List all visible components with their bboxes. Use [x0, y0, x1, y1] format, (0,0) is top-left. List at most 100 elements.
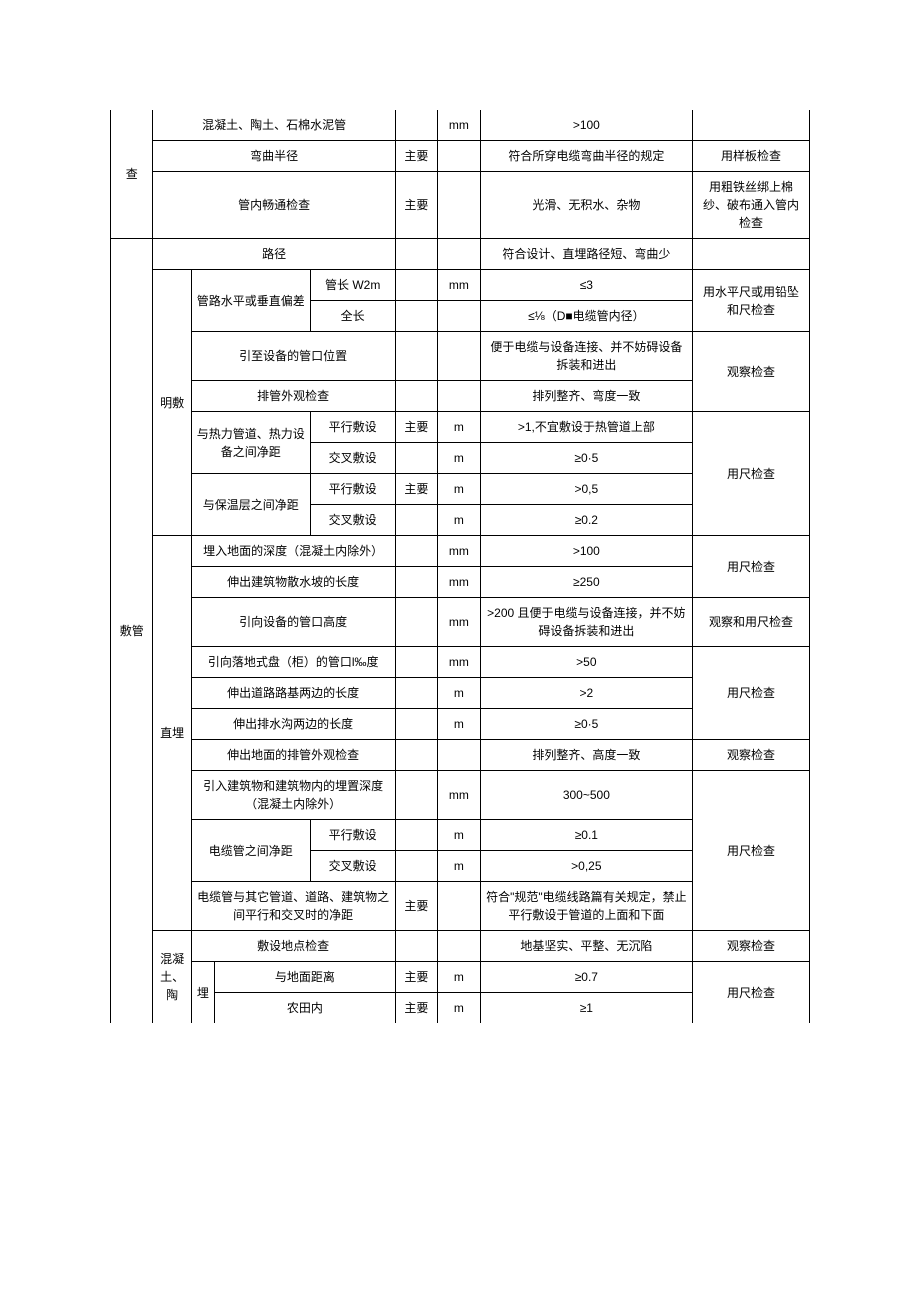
cell	[395, 678, 437, 709]
cell	[395, 110, 437, 141]
cell: 与保温层之间净距	[191, 474, 310, 536]
cell: 用尺检查	[693, 647, 810, 740]
cell	[395, 381, 437, 412]
cell	[395, 647, 437, 678]
cell: ≥0·5	[480, 443, 692, 474]
cell: 平行敷设	[310, 474, 395, 505]
cell: 平行敷设	[310, 820, 395, 851]
cell: >1,不宜敷设于热管道上部	[480, 412, 692, 443]
cell: 光滑、无积水、杂物	[480, 172, 692, 239]
cell: ≥1	[480, 993, 692, 1024]
cell	[395, 332, 437, 381]
cell: 埋入地面的深度（混凝土内除外）	[191, 536, 395, 567]
cell: 混凝土、陶土、石棉水泥管	[153, 110, 395, 141]
cell: >2	[480, 678, 692, 709]
cell: 农田内	[215, 993, 396, 1024]
cell: 全长	[310, 301, 395, 332]
cell: mm	[438, 270, 480, 301]
cell: m	[438, 474, 480, 505]
cell: mm	[438, 771, 480, 820]
cell	[395, 598, 437, 647]
cell: 引向落地式盘（柜）的管口l‰度	[191, 647, 395, 678]
cell	[438, 301, 480, 332]
cell: 埋	[191, 962, 214, 1024]
cell: m	[438, 505, 480, 536]
cell: 管路水平或垂直偏差	[191, 270, 310, 332]
cell	[395, 709, 437, 740]
cell: ≥0.1	[480, 820, 692, 851]
cell	[438, 931, 480, 962]
cell: 交叉敷设	[310, 443, 395, 474]
cell	[395, 740, 437, 771]
cell: ≥250	[480, 567, 692, 598]
cell: m	[438, 412, 480, 443]
cell: 排列整齐、弯度一致	[480, 381, 692, 412]
cell: >0,5	[480, 474, 692, 505]
cell: mm	[438, 567, 480, 598]
cell: 用样板检查	[693, 141, 810, 172]
cell: 符合设计、直埋路径短、弯曲少	[480, 239, 692, 270]
cell: 主要	[395, 412, 437, 443]
cell: >0,25	[480, 851, 692, 882]
cell	[395, 536, 437, 567]
cell: m	[438, 993, 480, 1024]
cell: 主要	[395, 474, 437, 505]
cell	[395, 301, 437, 332]
cell: 明敷	[153, 270, 191, 536]
cell: m	[438, 678, 480, 709]
cell: 路径	[153, 239, 395, 270]
cell: 管长 W2m	[310, 270, 395, 301]
cell: 主要	[395, 882, 437, 931]
cell: 主要	[395, 993, 437, 1024]
cell: ≤⅛（D■电缆管内径）	[480, 301, 692, 332]
cell: m	[438, 851, 480, 882]
cell	[438, 740, 480, 771]
cell: 交叉敷设	[310, 851, 395, 882]
cell: mm	[438, 110, 480, 141]
cell	[438, 141, 480, 172]
cell: 伸出地面的排管外观检查	[191, 740, 395, 771]
cell: >100	[480, 110, 692, 141]
cell: ≤3	[480, 270, 692, 301]
cell: 伸出排水沟两边的长度	[191, 709, 395, 740]
cell: 用尺检查	[693, 771, 810, 931]
cell: 用尺检查	[693, 536, 810, 598]
cell: 主要	[395, 141, 437, 172]
cell: 敷管	[111, 239, 153, 1024]
cell	[395, 851, 437, 882]
cell: 电缆管之间净距	[191, 820, 310, 882]
cell: 观察和用尺检查	[693, 598, 810, 647]
cell	[438, 239, 480, 270]
cell: 弯曲半径	[153, 141, 395, 172]
cell: 主要	[395, 172, 437, 239]
cell: m	[438, 709, 480, 740]
cell: 用粗铁丝绑上棉纱、破布通入管内检查	[693, 172, 810, 239]
cell	[693, 239, 810, 270]
cell: 平行敷设	[310, 412, 395, 443]
cell: 查	[111, 110, 153, 239]
cell: 管内畅通检查	[153, 172, 395, 239]
cell: 直埋	[153, 536, 191, 931]
cell: m	[438, 443, 480, 474]
cell: 300~500	[480, 771, 692, 820]
cell: 符合所穿电缆弯曲半径的规定	[480, 141, 692, 172]
cell: 电缆管与其它管道、道路、建筑物之间平行和交叉时的净距	[191, 882, 395, 931]
cell: 观察检查	[693, 740, 810, 771]
cell: >200 且便于电缆与设备连接，并不妨碍设备拆装和进出	[480, 598, 692, 647]
cell: 用尺检查	[693, 412, 810, 536]
cell: 引向设备的管口高度	[191, 598, 395, 647]
cell: 排列整齐、高度一致	[480, 740, 692, 771]
cell: 引至设备的管口位置	[191, 332, 395, 381]
cell: 引入建筑物和建筑物内的埋置深度（混凝土内除外）	[191, 771, 395, 820]
cell	[438, 332, 480, 381]
cell: m	[438, 820, 480, 851]
cell: 伸出建筑物散水坡的长度	[191, 567, 395, 598]
cell: >50	[480, 647, 692, 678]
cell: 用尺检查	[693, 962, 810, 1024]
cell	[438, 381, 480, 412]
cell: 观察检查	[693, 332, 810, 412]
cell: mm	[438, 647, 480, 678]
cell: 地基坚实、平整、无沉陷	[480, 931, 692, 962]
cell	[395, 443, 437, 474]
cell	[395, 771, 437, 820]
